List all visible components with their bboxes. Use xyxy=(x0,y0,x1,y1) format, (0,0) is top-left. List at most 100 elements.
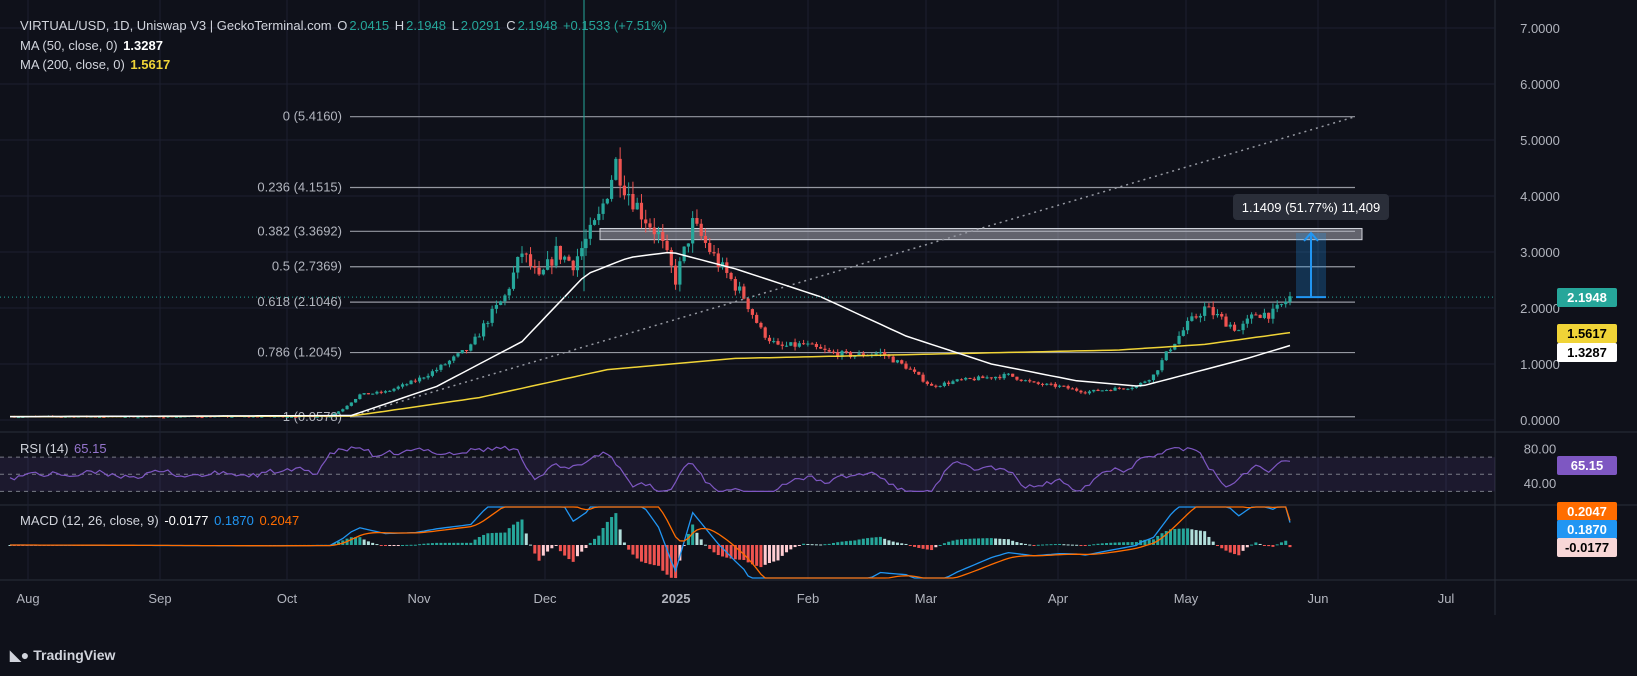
candle-body xyxy=(1003,374,1006,378)
candle-body xyxy=(712,252,715,253)
rsi-legend: RSI (14) 65.15 xyxy=(20,441,109,456)
macd-histogram-bar xyxy=(384,545,387,546)
macd-histogram-bar xyxy=(811,544,814,545)
macd-histogram-bar xyxy=(576,545,579,556)
candle-body xyxy=(435,370,438,371)
hist-value: 0.2047 xyxy=(259,513,299,528)
macd-histogram-bar xyxy=(614,513,617,545)
macd-histogram-bar xyxy=(934,545,937,547)
candle-body xyxy=(785,346,788,347)
last-price-label: 2.1948 xyxy=(1557,288,1617,307)
macd-histogram-bar xyxy=(939,545,942,546)
candle-body xyxy=(956,379,959,381)
candle-body xyxy=(1075,389,1078,391)
candle-body xyxy=(533,266,536,268)
macd-histogram-bar xyxy=(503,533,506,545)
candle-body xyxy=(508,289,511,296)
macd-histogram-bar xyxy=(866,538,869,545)
candle-body xyxy=(751,309,754,315)
candle-body xyxy=(1284,302,1287,304)
candle-body xyxy=(1113,388,1116,391)
macd-histogram-bar xyxy=(700,539,703,545)
macd-histogram-bar xyxy=(418,544,421,545)
macd-histogram-bar xyxy=(448,543,451,545)
macd-histogram-bar xyxy=(759,545,762,567)
macd-histogram-bar xyxy=(452,543,455,545)
macd-histogram-bar xyxy=(853,540,856,545)
candle-body xyxy=(1032,381,1035,382)
fib-level-label: 0.236 (4.1515) xyxy=(257,180,342,195)
macd-histogram-bar xyxy=(495,533,498,545)
macd-histogram-bar xyxy=(674,545,677,578)
macd-histogram-bar xyxy=(405,545,408,546)
macd-histogram-bar xyxy=(1233,545,1236,554)
candle-body xyxy=(363,393,366,394)
y-tick-label: 3.0000 xyxy=(1520,245,1560,260)
macd-histogram-bar xyxy=(623,542,626,545)
candle-body xyxy=(486,323,489,324)
signal-value: 0.1870 xyxy=(214,513,254,528)
x-tick-label: Mar xyxy=(915,591,938,606)
macd-histogram-bar xyxy=(1024,544,1027,545)
candle-body xyxy=(1058,386,1061,387)
macd-legend: MACD (12, 26, close, 9) -0.0177 0.1870 0… xyxy=(20,513,301,528)
macd-histogram-bar xyxy=(828,544,831,545)
macd-histogram-bar xyxy=(567,545,570,559)
chart-canvas[interactable]: Aug Sep Oct Nov Dec 2025 Feb Mar Apr May Jun Jul7.0… xyxy=(0,0,1637,676)
candle-body xyxy=(977,376,980,380)
macd-histogram-bar xyxy=(649,545,652,564)
macd-histogram-bar xyxy=(1011,541,1014,545)
candle-body xyxy=(499,301,502,305)
macd-histogram-bar xyxy=(606,522,609,545)
macd-histogram-bar xyxy=(414,545,417,546)
candle-body xyxy=(1160,360,1163,370)
candle-body xyxy=(764,327,767,337)
macd-histogram-bar xyxy=(1216,545,1219,546)
macd-histogram-bar xyxy=(742,545,745,560)
macd-histogram-bar xyxy=(593,539,596,545)
macd-histogram-bar xyxy=(986,538,989,545)
candle-body xyxy=(802,343,805,344)
candle-body xyxy=(674,266,677,285)
y-tick-label: 6.0000 xyxy=(1520,77,1560,92)
macd-histogram-bar xyxy=(546,545,549,552)
macd-histogram-bar xyxy=(1033,545,1036,546)
macd-histogram-bar xyxy=(990,538,993,545)
macd-histogram-bar xyxy=(755,545,758,566)
candle-body xyxy=(1271,309,1274,319)
candle-body xyxy=(1020,380,1023,381)
macd-histogram-bar xyxy=(486,533,489,545)
macd-histogram-bar xyxy=(640,545,643,562)
candle-body xyxy=(427,376,430,378)
footer-brand[interactable]: ◣● TradingView xyxy=(10,647,115,664)
macd-histogram-bar xyxy=(1284,541,1287,545)
candle-body xyxy=(1190,316,1193,321)
macd-histogram-bar xyxy=(802,544,805,545)
macd-histogram-bar xyxy=(841,542,844,545)
macd-histogram-bar xyxy=(358,537,361,545)
candle-body xyxy=(1148,380,1151,382)
macd-histogram-bar xyxy=(819,544,822,545)
candle-body xyxy=(1084,392,1087,393)
macd-histogram-bar xyxy=(1242,545,1245,551)
macd-histogram-bar xyxy=(951,541,954,545)
macd-histogram-bar xyxy=(1020,543,1023,545)
candle-body xyxy=(601,203,604,213)
candle-body xyxy=(350,402,353,405)
candle-body xyxy=(1143,382,1146,383)
macd-histogram-bar xyxy=(879,537,882,545)
macd-histogram-bar xyxy=(1207,537,1210,545)
candle-body xyxy=(559,246,562,260)
macd-histogram-bar xyxy=(555,545,558,546)
macd-histogram-bar xyxy=(371,543,374,545)
candle-body xyxy=(200,417,203,418)
candle-body xyxy=(1131,388,1134,389)
macd-histogram-bar xyxy=(1203,531,1206,545)
macd-histogram-bar xyxy=(1186,528,1189,545)
macd-histogram-bar xyxy=(1101,543,1104,545)
macd-histogram-bar xyxy=(375,544,378,545)
candle-body xyxy=(917,372,920,375)
candle-body xyxy=(665,241,668,250)
candle-body xyxy=(516,257,519,273)
x-tick-label: 2025 xyxy=(662,591,691,606)
